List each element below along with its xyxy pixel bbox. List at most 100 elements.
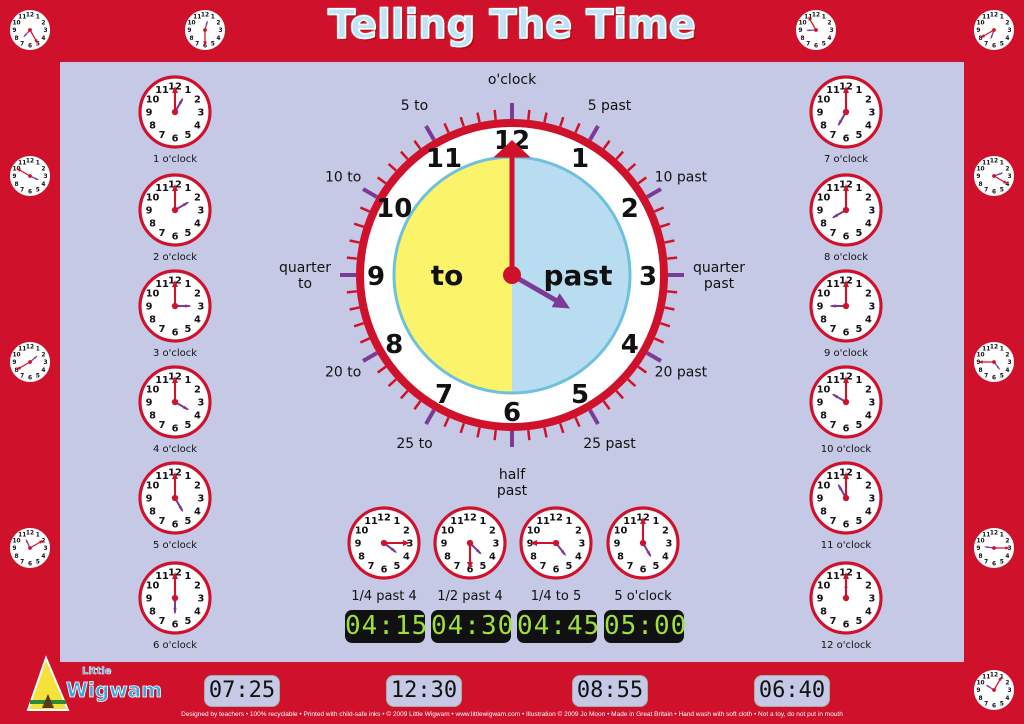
digital-time: 12:30	[386, 675, 462, 707]
clock-numeral: 7	[20, 42, 24, 48]
clock-pivot	[842, 206, 850, 214]
minute-label: 20 past	[655, 365, 708, 381]
clock-numeral: 1	[185, 183, 192, 194]
clock-numeral: 7	[830, 616, 837, 627]
logo-line2: Wigwam	[66, 678, 163, 703]
clock-numeral: 10	[798, 20, 806, 26]
minute-tick	[646, 351, 662, 363]
clock-pivot	[171, 108, 179, 116]
minute-label: half past	[497, 467, 528, 499]
clock-label: 5 o'clock	[153, 540, 197, 551]
hour-hand-tip	[23, 33, 27, 38]
clock-pivot	[171, 594, 179, 602]
clock-numeral: 8	[617, 551, 624, 562]
clock-numeral: 7	[830, 324, 837, 335]
clock-numeral: 6	[172, 327, 179, 338]
main-numeral: 10	[376, 194, 412, 224]
minute-tick	[627, 162, 637, 172]
minute-tick	[637, 365, 648, 374]
clock-numeral: 5	[185, 324, 192, 335]
clock-numeral: 12	[26, 345, 34, 351]
clock-numeral: 7	[159, 616, 166, 627]
minute-label: quarter past	[693, 260, 745, 292]
clock-numeral: 10	[146, 193, 160, 204]
clock-numeral: 6	[992, 562, 996, 568]
clock-numeral: 5	[185, 616, 192, 627]
clock-numeral: 12	[990, 673, 998, 679]
main-numeral: 2	[621, 194, 639, 224]
clock-numeral: 4	[41, 182, 45, 188]
clock-label: 8 o'clock	[824, 252, 868, 263]
clock-numeral: 1	[1000, 675, 1004, 681]
clock-numeral: 10	[146, 581, 160, 592]
minute-hand-tip	[34, 38, 38, 44]
clock-numeral: 6	[28, 44, 32, 50]
clock-numeral: 2	[865, 385, 872, 396]
clock-label: 3 o'clock	[153, 348, 197, 359]
main-numeral: 8	[385, 330, 403, 360]
minute-tick	[459, 422, 465, 434]
minute-tick	[359, 206, 370, 213]
minute-hand-tip	[493, 140, 531, 158]
clock-numeral: 12	[990, 531, 998, 537]
clock-numeral: 12	[26, 159, 34, 165]
clock-pivot	[842, 108, 850, 116]
minute-tick	[527, 430, 531, 441]
minute-hand-tip	[530, 539, 538, 547]
hour-hand-tip	[33, 355, 38, 359]
minute-hand-tip	[980, 34, 986, 38]
minute-tick	[346, 290, 357, 294]
hour-hand-tip	[831, 393, 839, 399]
clock-numeral: 4	[865, 120, 872, 131]
clock-numeral: 10	[146, 95, 160, 106]
hour-hand-tip	[831, 213, 839, 219]
clock-numeral: 4	[662, 551, 669, 562]
clock-pivot	[28, 174, 32, 178]
clock-numeral: 5	[1000, 188, 1004, 194]
clock-numeral: 7	[159, 228, 166, 239]
logo-line1: Little	[82, 666, 112, 678]
minute-tick	[659, 222, 671, 228]
clock-numeral: 3	[197, 594, 204, 605]
hour-hand-tip	[390, 547, 398, 554]
time-phrase: 1/4 to 5	[531, 589, 582, 604]
clock-numeral: 3	[868, 108, 875, 119]
minute-tick	[667, 290, 678, 294]
clock-numeral: 8	[149, 506, 156, 517]
clock-numeral: 11	[826, 571, 840, 582]
minute-label: 10 past	[655, 170, 708, 186]
minute-tick	[654, 206, 665, 213]
clock-numeral: 1	[185, 279, 192, 290]
clock-numeral: 6	[843, 327, 850, 338]
clock-pivot	[552, 539, 560, 547]
clock-numeral: 5	[856, 228, 863, 239]
minute-hand-tip	[842, 184, 850, 192]
hour-hand-tip	[205, 20, 208, 25]
analog-clock: 1212345678910119 o'clock	[809, 269, 883, 359]
analog-clock: 1212345678910113 o'clock	[138, 269, 212, 359]
clock-numeral: 6	[381, 564, 388, 575]
clock-numeral: 4	[194, 120, 201, 131]
clock-numeral: 11	[982, 675, 990, 681]
clock-numeral: 3	[43, 28, 47, 34]
to-label: to	[431, 259, 464, 292]
clock-numeral: 11	[826, 375, 840, 386]
minute-tick	[346, 256, 357, 260]
clock-numeral: 4	[865, 606, 872, 617]
clock-numeral: 1	[185, 85, 192, 96]
clock-numeral: 8	[14, 36, 18, 42]
clock-numeral: 2	[662, 526, 669, 537]
clock-numeral: 1	[856, 375, 863, 386]
analog-clock: 12123456789101110 o'clock	[809, 365, 883, 455]
clock-numeral: 4	[194, 606, 201, 617]
minute-label-line: half	[499, 467, 526, 483]
clock-label: 12 o'clock	[821, 640, 872, 651]
clock-numeral: 2	[41, 166, 45, 172]
clock-numeral: 4	[194, 218, 201, 229]
clock-numeral: 11	[536, 516, 550, 527]
clock-numeral: 11	[155, 279, 169, 290]
clock-numeral: 5	[211, 42, 215, 48]
